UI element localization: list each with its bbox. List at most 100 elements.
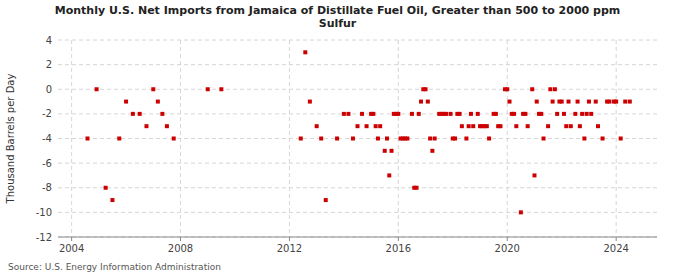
point bbox=[319, 137, 323, 141]
point bbox=[396, 112, 400, 116]
point bbox=[351, 137, 355, 141]
point bbox=[623, 100, 627, 104]
point bbox=[430, 149, 434, 153]
grid-line bbox=[58, 138, 657, 139]
point bbox=[551, 100, 555, 104]
point bbox=[378, 124, 382, 128]
point bbox=[508, 100, 512, 104]
point bbox=[512, 112, 516, 116]
point bbox=[562, 112, 566, 116]
point bbox=[376, 137, 380, 141]
point bbox=[553, 87, 557, 91]
point bbox=[160, 112, 164, 116]
point bbox=[335, 137, 339, 141]
point bbox=[564, 124, 568, 128]
point bbox=[582, 137, 586, 141]
points bbox=[85, 50, 631, 214]
point bbox=[426, 100, 430, 104]
grid-line bbox=[58, 40, 657, 41]
grid bbox=[58, 40, 657, 237]
point bbox=[523, 112, 527, 116]
point bbox=[428, 137, 432, 141]
point bbox=[487, 137, 491, 141]
point bbox=[433, 137, 437, 141]
point bbox=[555, 112, 559, 116]
point bbox=[410, 112, 414, 116]
point bbox=[346, 112, 350, 116]
point bbox=[206, 87, 210, 91]
point bbox=[387, 173, 391, 177]
point bbox=[371, 112, 375, 116]
tick-label: -10 bbox=[36, 207, 52, 218]
point bbox=[356, 124, 360, 128]
y-axis-label: Thousand Barrels per Day bbox=[5, 74, 16, 205]
point bbox=[165, 124, 169, 128]
point bbox=[585, 112, 589, 116]
point bbox=[530, 87, 534, 91]
point bbox=[172, 137, 176, 141]
tick-mark bbox=[398, 237, 399, 241]
point bbox=[374, 124, 378, 128]
tick-label: -4 bbox=[42, 133, 52, 144]
point bbox=[151, 87, 155, 91]
point bbox=[85, 137, 89, 141]
grid-line bbox=[58, 64, 657, 65]
point bbox=[587, 100, 591, 104]
tick-mark bbox=[616, 237, 617, 241]
point bbox=[303, 50, 307, 54]
point bbox=[589, 112, 593, 116]
grid-line bbox=[507, 40, 508, 237]
point bbox=[219, 87, 223, 91]
source: Source: U.S. Energy Information Administ… bbox=[8, 262, 221, 272]
tick-label: 2012 bbox=[277, 243, 302, 254]
point bbox=[95, 87, 99, 91]
point bbox=[156, 100, 160, 104]
point bbox=[299, 137, 303, 141]
point bbox=[576, 100, 580, 104]
axes: -12-10-8-6-4-202420042008201220162020202… bbox=[36, 35, 657, 255]
point bbox=[526, 124, 530, 128]
point bbox=[614, 100, 618, 104]
point bbox=[548, 87, 552, 91]
point bbox=[569, 124, 573, 128]
grid-line bbox=[58, 89, 657, 90]
tick-label: -12 bbox=[36, 232, 52, 243]
grid-line bbox=[58, 212, 657, 213]
point bbox=[546, 124, 550, 128]
point bbox=[485, 124, 489, 128]
grid-line bbox=[58, 187, 657, 188]
point bbox=[110, 198, 114, 202]
point bbox=[594, 100, 598, 104]
tick-label: -2 bbox=[42, 108, 52, 119]
title-line: Monthly U.S. Net Imports from Jamaica of… bbox=[55, 4, 621, 17]
tick-mark bbox=[180, 237, 181, 241]
point bbox=[458, 112, 462, 116]
point bbox=[467, 124, 471, 128]
point bbox=[417, 112, 421, 116]
point bbox=[578, 124, 582, 128]
x-axis-line bbox=[58, 237, 657, 238]
point bbox=[596, 124, 600, 128]
point bbox=[415, 186, 419, 190]
point bbox=[619, 137, 623, 141]
point bbox=[424, 87, 428, 91]
tick-label: -8 bbox=[42, 182, 52, 193]
point bbox=[405, 137, 409, 141]
chart: Monthly U.S. Net Imports from Jamaica of… bbox=[0, 0, 675, 275]
tick-label: -6 bbox=[42, 158, 52, 169]
point bbox=[471, 124, 475, 128]
tick-mark bbox=[71, 237, 72, 241]
point bbox=[324, 198, 328, 202]
point bbox=[117, 137, 121, 141]
tick-label: 2004 bbox=[59, 243, 84, 254]
tick-mark bbox=[507, 237, 508, 241]
grid-line bbox=[616, 40, 617, 237]
point bbox=[138, 112, 142, 116]
point bbox=[542, 137, 546, 141]
tick-label: 2024 bbox=[603, 243, 628, 254]
point bbox=[449, 112, 453, 116]
point bbox=[580, 112, 584, 116]
point bbox=[573, 112, 577, 116]
point bbox=[308, 100, 312, 104]
point bbox=[419, 100, 423, 104]
